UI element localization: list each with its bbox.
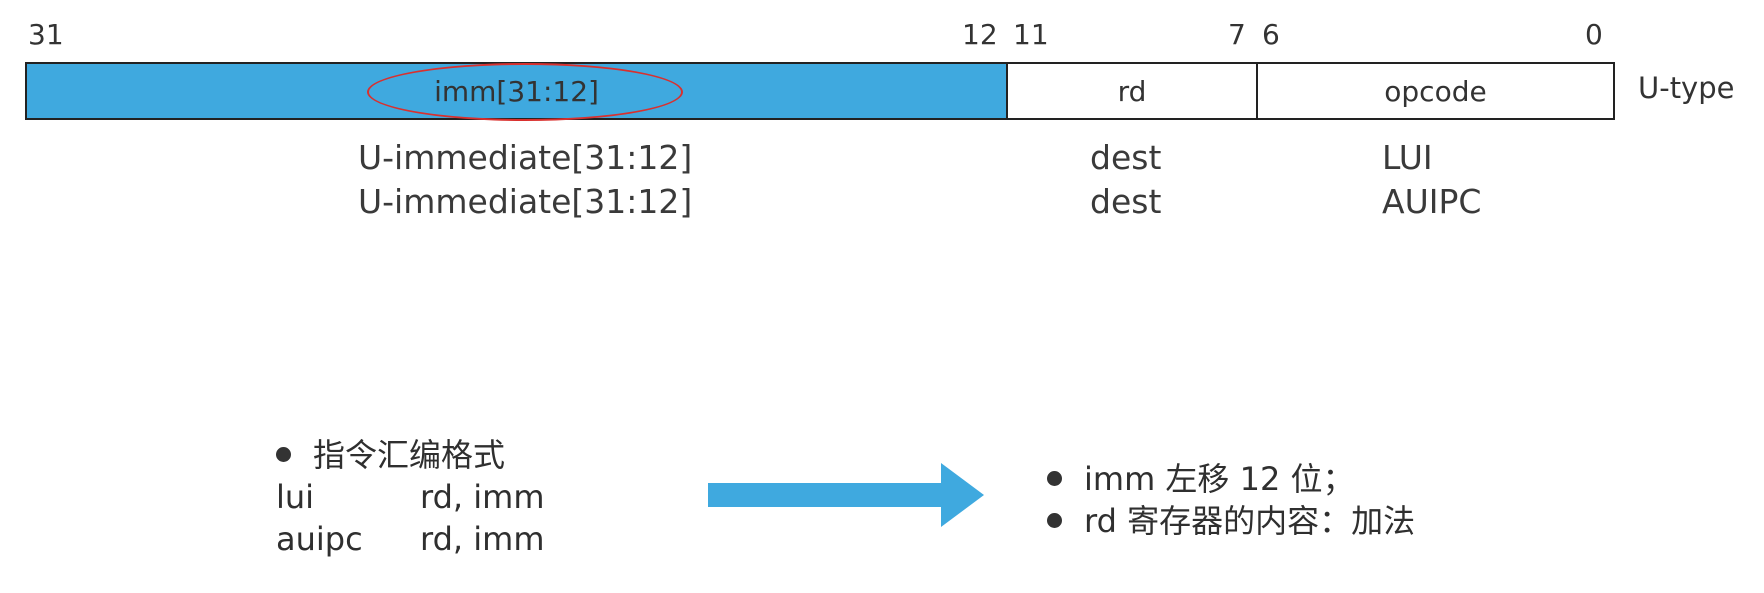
bit-label-31: 31 xyxy=(28,18,64,51)
opcode-field: opcode xyxy=(1258,62,1615,120)
note-shift: imm 左移 12 位； xyxy=(1047,458,1354,500)
right-arrow-icon xyxy=(708,463,984,527)
auipc-imm-desc: U-immediate[31:12] xyxy=(358,182,693,221)
bit-label-0: 0 xyxy=(1585,18,1603,51)
note-shift-text: imm 左移 12 位； xyxy=(1084,460,1355,498)
lui-opcode-desc: LUI xyxy=(1382,138,1433,177)
lui-imm-desc: U-immediate[31:12] xyxy=(358,138,693,177)
bit-label-11: 11 xyxy=(1013,18,1049,51)
bit-label-12: 12 xyxy=(962,18,998,51)
assembly-heading: 指令汇编格式 xyxy=(276,434,505,476)
bit-label-6: 6 xyxy=(1262,18,1280,51)
rd-field-label: rd xyxy=(1117,74,1147,108)
assembly-operands-lui: rd, imm xyxy=(420,478,545,516)
arrow-shape xyxy=(708,463,984,527)
note-add: rd 寄存器的内容：加法 xyxy=(1047,500,1415,542)
assembly-mnemonic-auipc: auipc xyxy=(276,520,363,558)
opcode-field-label: opcode xyxy=(1384,74,1487,108)
imm-highlight-ellipse xyxy=(367,63,683,121)
auipc-opcode-desc: AUIPC xyxy=(1382,182,1482,221)
bit-label-7: 7 xyxy=(1228,18,1246,51)
bullet-icon xyxy=(276,446,291,462)
format-type-label: U-type xyxy=(1638,71,1735,105)
lui-rd-desc: dest xyxy=(1090,138,1162,177)
auipc-rd-desc: dest xyxy=(1090,182,1162,221)
rd-field: rd xyxy=(1008,62,1258,120)
bullet-icon xyxy=(1047,512,1062,528)
assembly-heading-text: 指令汇编格式 xyxy=(313,436,506,474)
bullet-icon xyxy=(1047,470,1062,486)
note-add-text: rd 寄存器的内容：加法 xyxy=(1084,502,1416,540)
assembly-mnemonic-lui: lui xyxy=(276,478,315,516)
assembly-operands-auipc: rd, imm xyxy=(420,520,545,558)
